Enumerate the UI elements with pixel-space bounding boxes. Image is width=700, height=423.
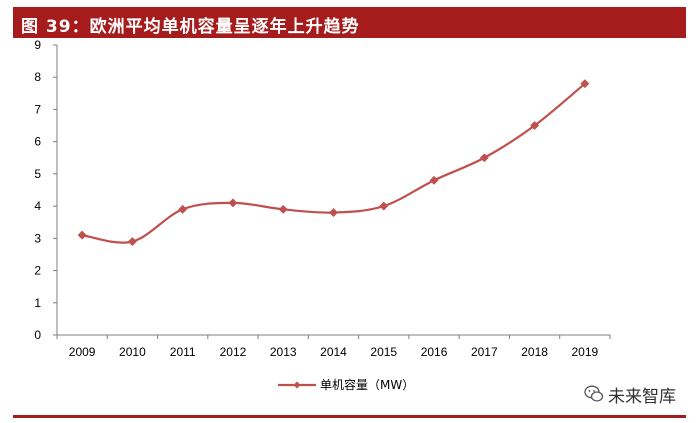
- x-tick-label: 2019: [572, 345, 599, 359]
- data-point: [479, 153, 489, 163]
- data-point: [178, 204, 188, 214]
- x-tick-label: 2013: [270, 345, 297, 359]
- wechat-logo-icon: [584, 385, 604, 402]
- data-point: [580, 79, 590, 89]
- figure-title-bar: 图 39：欧洲平均单机容量呈逐年上升趋势: [13, 7, 686, 38]
- x-tick-label: 2016: [421, 345, 448, 359]
- y-tick-label: 1: [34, 296, 41, 310]
- data-point: [127, 237, 137, 247]
- y-tick-label: 5: [34, 167, 41, 181]
- y-tick-label: 3: [34, 231, 41, 245]
- data-point: [530, 121, 540, 131]
- watermark: 未来智库: [584, 381, 676, 407]
- x-tick-label: 2017: [471, 345, 498, 359]
- legend-label: 单机容量（MW）: [320, 377, 414, 392]
- y-tick-label: 0: [34, 328, 41, 342]
- x-tick-label: 2014: [320, 345, 347, 359]
- data-point: [77, 230, 87, 240]
- data-point: [429, 175, 439, 185]
- series-line: [81, 82, 586, 244]
- x-tick-label: 2009: [69, 345, 96, 359]
- data-point: [328, 208, 339, 218]
- bottom-rule: [13, 415, 686, 418]
- y-tick-label: 9: [34, 38, 41, 52]
- series-layer: [77, 79, 590, 247]
- watermark-text: 未来智库: [608, 386, 676, 407]
- data-point: [379, 201, 389, 211]
- x-tick-label: 2015: [370, 345, 397, 359]
- chart-legend: 单机容量（MW）: [278, 377, 414, 392]
- x-tick-label: 2018: [521, 345, 548, 359]
- y-tick-label: 6: [34, 135, 41, 149]
- chart-axes: [56, 45, 610, 336]
- x-tick-label: 2011: [170, 345, 196, 359]
- x-tick-label: 2012: [220, 345, 247, 359]
- x-axis-ticks: 2009 2010 2011 2012 2013 2014 2015 2016 2017 2018…: [56, 335, 611, 359]
- data-point: [228, 198, 238, 208]
- y-axis-ticks: 0 1 2 3 4 5 6 7 8 9: [34, 38, 57, 342]
- y-tick-label: 4: [34, 199, 41, 213]
- legend-marker: [293, 381, 301, 389]
- data-point: [278, 204, 288, 214]
- x-tick-label: 2010: [119, 345, 146, 359]
- y-tick-label: 2: [34, 264, 41, 278]
- figure-title: 图 39：欧洲平均单机容量呈逐年上升趋势: [21, 17, 360, 37]
- y-tick-label: 7: [34, 102, 41, 116]
- y-tick-label: 8: [34, 70, 41, 84]
